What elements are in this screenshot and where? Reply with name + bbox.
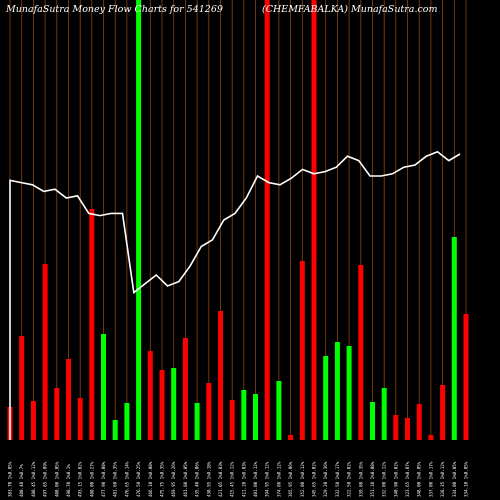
x-tick-label: 332.00 1%0.12%	[382, 461, 387, 497]
outflow-bar	[218, 311, 223, 440]
x-tick-label: 351.10 1%0.08%	[370, 461, 375, 497]
inflow-bar	[346, 346, 352, 440]
outflow-bar	[19, 336, 25, 440]
outflow-bar	[54, 388, 60, 440]
x-tick-label: 339.80 1%0.35%	[358, 461, 363, 497]
x-tick-label: 480.45 1%0.12%	[31, 461, 36, 497]
outflow-bar	[299, 261, 305, 440]
x-tick-label: 480.40 1%0.7%	[19, 464, 24, 497]
inflow-bar	[194, 403, 200, 440]
outflow-bar	[42, 264, 48, 440]
outflow-bar	[206, 383, 212, 440]
x-tick-label: 421.05 1%0.03%	[218, 461, 223, 497]
outflow-bar	[311, 0, 317, 440]
outflow-bar	[30, 401, 36, 440]
x-tick-label: 334.10 1%0.05%	[464, 461, 469, 497]
x-tick-label: 493.15 1%0.02%	[78, 461, 83, 497]
x-tick-label: 383.70 1%0.05%	[8, 461, 13, 497]
x-tick-label: 481.60 1%0.35%	[113, 461, 118, 497]
x-tick-label: 332.50 1%0.17%	[335, 461, 340, 497]
inflow-bar	[381, 388, 387, 440]
outflow-bar	[463, 314, 469, 440]
x-tick-label: 401.00 1%0.12%	[253, 461, 258, 497]
outflow-bar	[393, 415, 399, 440]
x-tick-label: 394.95 1%0.12%	[265, 461, 270, 497]
x-tick-label: 334.00 1%0.05%	[452, 461, 457, 497]
x-tick-label: 498.70 1%0.1%	[66, 464, 71, 497]
x-tick-label: 476.50 1%0.25%	[136, 461, 141, 497]
x-tick-label: 400.00 1%0.05%	[54, 461, 59, 497]
chart-title-right: (CHEMFABALKA) MunafaSutra.com	[262, 4, 438, 15]
inflow-bar	[451, 237, 457, 440]
inflow-bar	[253, 394, 258, 440]
x-tick-label: 352.00 1%0.12%	[300, 461, 305, 497]
outflow-bar	[416, 404, 422, 440]
x-tick-label: 430.95 1%0.18%	[206, 461, 211, 497]
x-tick-label: 469.95 1%0.26%	[171, 461, 176, 497]
x-tick-label: 411.20 1%0.03%	[241, 461, 246, 497]
outflow-bar	[182, 338, 188, 440]
outflow-bar	[89, 209, 95, 440]
x-tick-label: 415.45 1%0.12%	[230, 461, 235, 497]
outflow-bar	[229, 400, 235, 440]
x-tick-label: 480.00 1%0.27%	[89, 461, 94, 497]
x-tick-label: 329.20 1%0.36%	[323, 461, 328, 497]
outflow-bar	[440, 385, 446, 440]
inflow-bar	[241, 390, 247, 440]
inflow-bar	[124, 403, 130, 440]
x-tick-label: 476.65 1%0.14%	[124, 461, 129, 497]
inflow-bar	[370, 402, 375, 440]
inflow-bar	[112, 420, 118, 440]
chart-title-left: MunafaSutra Money Flow Charts for 541269	[5, 4, 223, 15]
x-tick-label: 365.95 1%0.06%	[288, 461, 293, 497]
inflow-bar	[276, 381, 282, 440]
inflow-bar	[323, 356, 329, 440]
x-tick-label: 466.10 1%0.08%	[148, 461, 153, 497]
outflow-bar	[288, 435, 294, 440]
x-tick-label: 497.85 1%0.09%	[43, 461, 48, 497]
outflow-bar	[66, 359, 71, 440]
inflow-bar	[171, 368, 177, 440]
outflow-bar	[159, 370, 165, 440]
x-tick-label: 374.80 1%0.12%	[276, 461, 281, 497]
x-tick-label: 461.80 1%0.05%	[183, 461, 188, 497]
x-tick-label: 322.50 1%0.02%	[347, 461, 352, 497]
inflow-bar	[334, 342, 340, 440]
x-tick-label: 340.90 1%0.02%	[393, 461, 398, 497]
inflow-bar	[101, 334, 106, 440]
x-tick-label: 328.35 1%0.12%	[440, 461, 445, 497]
outflow-bar	[77, 398, 83, 440]
x-tick-label: 435.40 1%0.06%	[195, 461, 200, 497]
x-tick-label: 475.75 1%0.35%	[160, 461, 165, 497]
x-tick-label: 323.65 1%0.07%	[405, 461, 410, 497]
outflow-bar	[358, 265, 364, 440]
x-tick-label: 345.65 1%0.02%	[312, 461, 317, 497]
outflow-bar	[147, 351, 153, 440]
outflow-bar	[428, 435, 434, 440]
inflow-bar	[136, 0, 142, 440]
x-tick-label: 348.00 1%0.05%	[417, 461, 422, 497]
x-tick-label: 477.90 1%0.08%	[101, 461, 106, 497]
x-tick-labels: 383.70 1%0.05% 480.40 1%0.7% 480.45 1%0.12…	[8, 461, 469, 497]
outflow-bar	[405, 418, 410, 440]
outflow-bar	[264, 0, 270, 440]
money-flow-bars	[7, 0, 469, 440]
price-line	[9, 150, 461, 440]
x-tick-label: 337.00 1%0.17%	[428, 461, 433, 497]
